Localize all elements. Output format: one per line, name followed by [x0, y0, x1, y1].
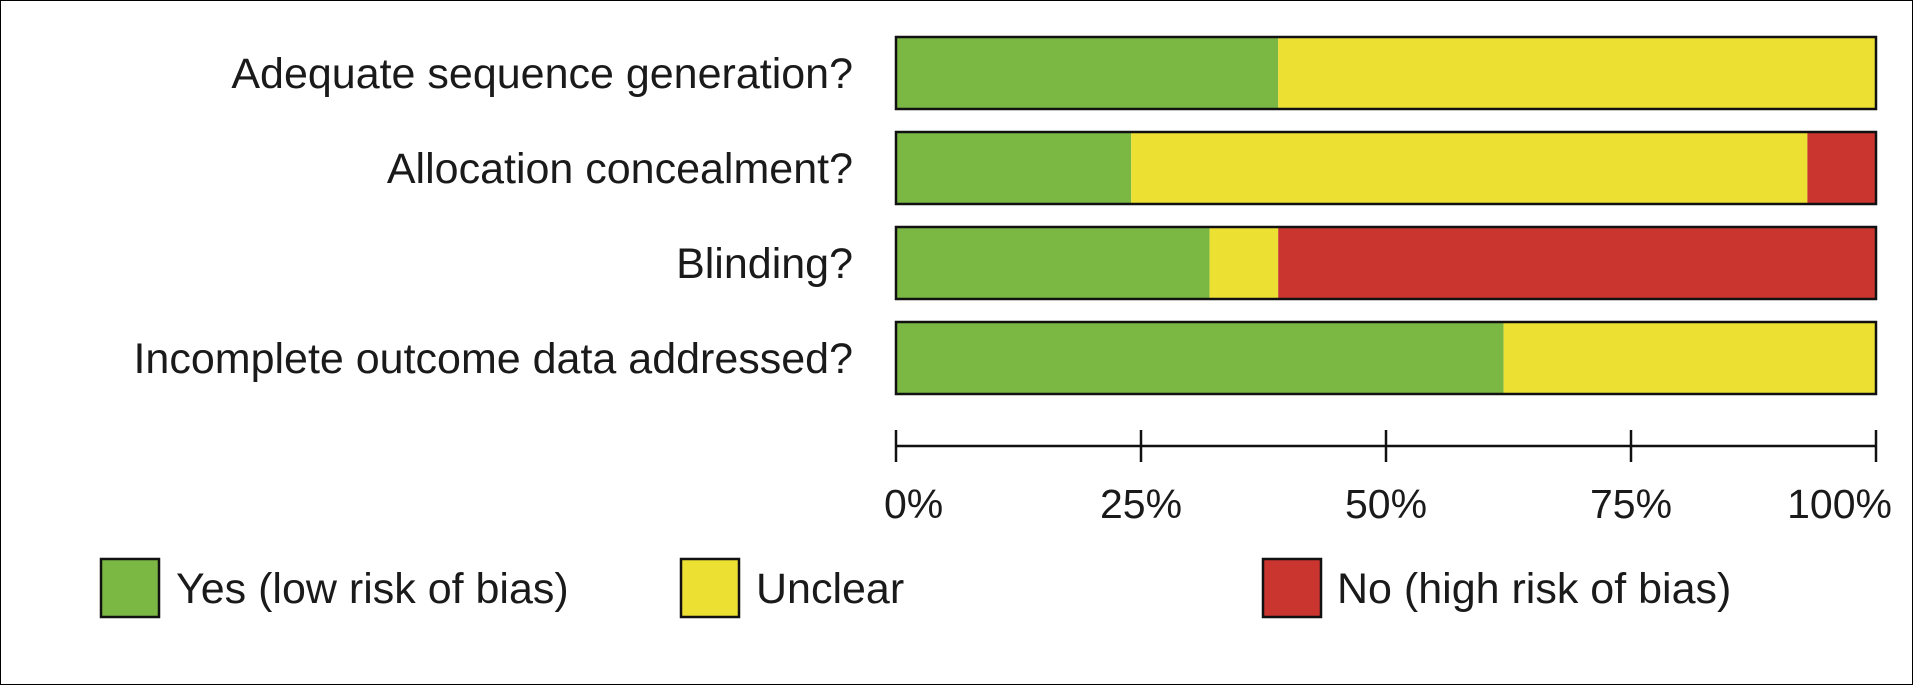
category-label-4: Incomplete outcome data addressed? — [133, 335, 853, 383]
bar-segment-1-1 — [896, 37, 1279, 109]
bar-outline-1 — [894, 35, 1878, 111]
category-label-3: Blinding? — [676, 240, 853, 288]
x-tick-label-4: 75% — [1590, 481, 1672, 527]
bars-layer — [894, 35, 1878, 396]
bar-outline-4 — [894, 320, 1878, 396]
bar-outline-2 — [894, 130, 1878, 206]
bar-outline-3 — [894, 225, 1878, 301]
x-tick-label-5: 100% — [1787, 481, 1892, 527]
bar-segment-3-1 — [896, 227, 1210, 299]
legend-label-2: Unclear — [756, 565, 904, 613]
legend-label-3: No (high risk of bias) — [1337, 565, 1731, 613]
x-tick-label-3: 50% — [1345, 481, 1427, 527]
bar-segment-3-3 — [1278, 227, 1876, 299]
bar-segment-1-2 — [1278, 37, 1876, 109]
bar-segment-2-3 — [1807, 132, 1876, 204]
x-tick-label-2: 25% — [1100, 481, 1182, 527]
x-axis: 0% 25% 50% 75% 100% — [884, 430, 1892, 527]
legend-label-1: Yes (low risk of bias) — [176, 565, 569, 613]
bar-segment-2-2 — [1131, 132, 1808, 204]
category-label-1: Adequate sequence generation? — [231, 50, 853, 98]
bar-segment-2-1 — [896, 132, 1132, 204]
legend: Yes (low risk of bias) Unclear No (high ri… — [99, 557, 1731, 619]
category-labels: Adequate sequence generation? Allocation … — [133, 50, 853, 383]
bar-segment-3-2 — [1209, 227, 1279, 299]
category-label-2: Allocation concealment? — [387, 145, 853, 193]
bar-segment-4-2 — [1503, 322, 1876, 394]
legend-swatch-1 — [99, 557, 161, 619]
legend-swatch-3 — [1261, 557, 1323, 619]
legend-swatch-2 — [679, 557, 741, 619]
x-tick-label-1: 0% — [884, 481, 943, 527]
bar-segment-4-1 — [896, 322, 1504, 394]
